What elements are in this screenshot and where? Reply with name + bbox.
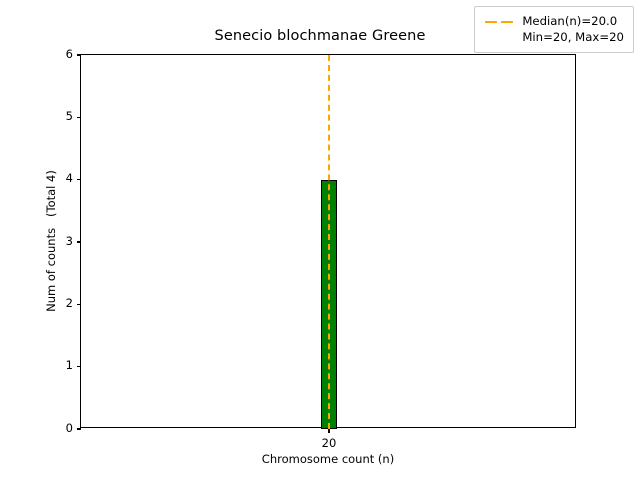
y-tick-mark bbox=[77, 179, 81, 181]
y-tick-label: 0 bbox=[65, 420, 73, 435]
y-tick-label: 2 bbox=[65, 295, 73, 310]
y-tick-mark bbox=[77, 428, 81, 430]
plot-area: 0 1 2 3 4 5 6 20 bbox=[66, 47, 576, 450]
legend-text-block: Median(n)=20.0 Min=20, Max=20 bbox=[522, 13, 624, 45]
legend-median-line-icon bbox=[484, 14, 514, 29]
y-tick-label: 3 bbox=[65, 233, 73, 248]
chart-legend: Median(n)=20.0 Min=20, Max=20 bbox=[474, 6, 634, 53]
median-vline bbox=[327, 55, 330, 429]
y-tick-mark bbox=[77, 241, 81, 243]
y-tick-mark bbox=[77, 366, 81, 368]
x-axis-label: Chromosome count (n) bbox=[261, 452, 395, 466]
chart-title: Senecio blochmanae Greene bbox=[214, 28, 426, 44]
y-tick-mark bbox=[77, 54, 81, 56]
legend-entry-median: Median(n)=20.0 bbox=[522, 14, 618, 28]
y-tick-label: 6 bbox=[65, 46, 73, 61]
y-tick-mark bbox=[77, 303, 81, 305]
x-tick-label: 20 bbox=[321, 436, 337, 450]
y-tick-label: 1 bbox=[65, 358, 73, 373]
y-tick-label: 5 bbox=[65, 108, 73, 123]
y-tick-label: 4 bbox=[65, 171, 73, 186]
y-tick-mark bbox=[77, 116, 81, 118]
x-tick-mark bbox=[328, 429, 330, 433]
y-axis-label: Num of counts (Total 4) bbox=[44, 170, 58, 312]
legend-dash-segment bbox=[484, 20, 497, 23]
legend-dash-segment bbox=[501, 20, 514, 23]
legend-entry-minmax: Min=20, Max=20 bbox=[522, 30, 624, 44]
